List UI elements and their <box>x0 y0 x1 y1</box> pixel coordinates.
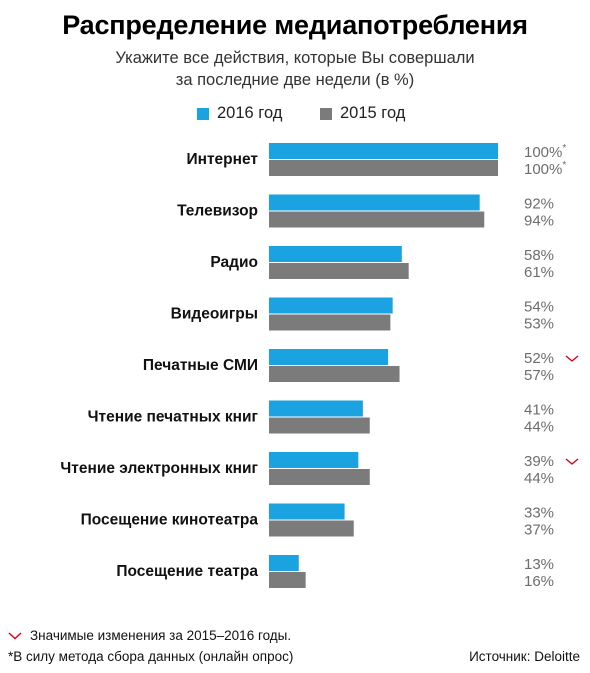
legend-label-2016: 2016 год <box>217 104 283 122</box>
value-label-2016: 92% <box>524 196 554 213</box>
bar-2015 <box>269 366 400 382</box>
bar-2016 <box>269 452 359 468</box>
bar-2015 <box>269 520 354 537</box>
category-label: Печатные СМИ <box>143 357 258 374</box>
bar-2016 <box>269 400 363 417</box>
category-label: Чтение электронных книг <box>60 460 258 477</box>
legend-item-2016: 2016 год <box>197 104 282 123</box>
footnote-significant-text: Значимые изменения за 2015–2016 годы. <box>30 628 292 643</box>
legend-item-2015: 2015 год <box>320 104 405 123</box>
bar-2016 <box>269 555 299 571</box>
value-label-2016: 39% <box>524 453 554 470</box>
value-label-2016: 33% <box>524 505 554 522</box>
red-check-mark-icon <box>565 355 579 362</box>
footnote-significant: Значимые изменения за 2015–2016 годы. <box>8 628 291 643</box>
value-label-2015: 61% <box>524 264 554 281</box>
red-check-mark-icon <box>8 632 22 640</box>
subtitle-line-2: за последние две недели (в %) <box>175 71 415 89</box>
category-label: Интернет <box>186 151 258 168</box>
chart-title: Распределение медиапотребления <box>62 10 528 40</box>
value-label-2016: 41% <box>524 402 554 419</box>
bar-2016 <box>269 349 389 365</box>
value-label-2015: 53% <box>524 316 554 333</box>
category-label: Радио <box>210 254 258 271</box>
value-label-2015: 44% <box>524 419 554 436</box>
bar-2016 <box>269 297 393 314</box>
value-label-2016: 58% <box>524 247 554 264</box>
value-label-2015: 94% <box>524 213 554 230</box>
bar-2016 <box>269 246 402 262</box>
red-check-mark-icon <box>565 458 579 465</box>
value-label-2016: 52% <box>524 350 554 367</box>
bar-2016 <box>269 143 498 159</box>
legend: 2016 год 2015 год <box>0 104 590 126</box>
footnote-method: *В силу метода сбора данных (онлайн опро… <box>8 649 294 664</box>
value-label-2015: 37% <box>524 522 554 539</box>
chart-subtitle: Укажите все действия, которые Вы соверша… <box>0 47 590 91</box>
category-label: Чтение печатных книг <box>88 409 259 426</box>
bar-2015 <box>269 263 409 279</box>
value-label-2016: 13% <box>524 556 554 573</box>
subtitle-line-1: Укажите все действия, которые Вы соверша… <box>115 49 475 67</box>
bar-2016 <box>269 194 480 211</box>
bar-2016 <box>269 503 345 520</box>
category-label: Посещение театра <box>116 563 258 580</box>
footnote-source: Источник: Deloitte <box>469 649 580 664</box>
bar-2015 <box>269 160 498 176</box>
legend-swatch-2015 <box>320 107 332 120</box>
bar-2015 <box>269 469 370 485</box>
bar-2015 <box>269 211 485 228</box>
legend-label-2015: 2015 год <box>340 104 406 122</box>
bar-2015 <box>269 572 306 588</box>
value-label-2015: 44% <box>524 470 554 487</box>
legend-swatch-2016 <box>197 107 209 120</box>
value-label-2015: 100%* <box>524 160 566 178</box>
category-label: Посещение кинотеатра <box>81 512 259 529</box>
bar-2015 <box>269 314 391 331</box>
value-label-2015: 57% <box>524 367 554 384</box>
bar-2015 <box>269 417 370 434</box>
category-label: Телевизор <box>177 203 258 220</box>
value-label-2016: 54% <box>524 299 554 316</box>
category-label: Видеоигры <box>171 306 258 323</box>
value-label-2015: 16% <box>524 573 554 590</box>
value-label-2016: 100%* <box>524 143 566 161</box>
